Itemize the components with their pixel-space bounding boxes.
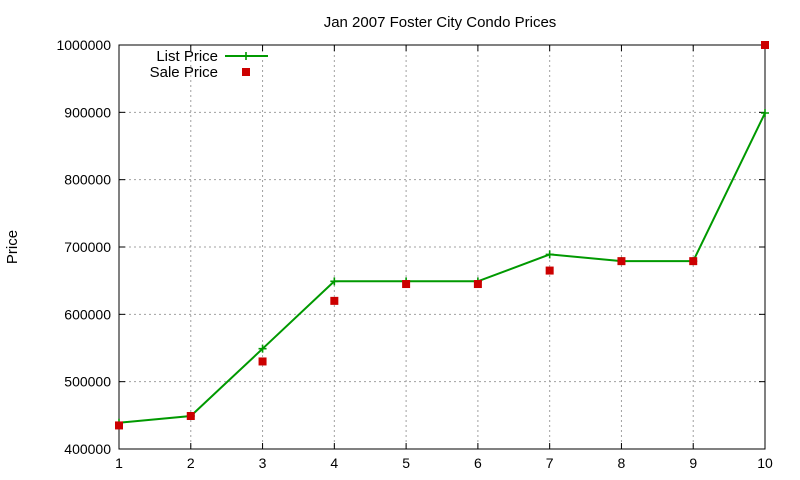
legend: List Price Sale Price xyxy=(150,48,268,81)
y-axis-label: Price xyxy=(4,230,21,264)
point-sale-price xyxy=(473,280,482,289)
legend-marker-sale-price xyxy=(242,68,250,76)
x-tick-label: 6 xyxy=(474,455,482,471)
x-tick-label: 4 xyxy=(330,455,338,471)
point-sale-price xyxy=(330,296,339,305)
x-tick-label: 5 xyxy=(402,455,410,471)
point-sale-price xyxy=(689,257,698,266)
x-tick-label: 8 xyxy=(618,455,626,471)
series-line-list-price xyxy=(118,112,766,424)
point-sale-price xyxy=(545,266,554,275)
y-tick-label: 700000 xyxy=(64,239,111,255)
series-group xyxy=(115,41,769,430)
point-list-price xyxy=(761,109,769,118)
point-sale-price xyxy=(617,257,626,266)
y-axis: 400000 500000 600000 700000 800000 900000 1000… xyxy=(56,37,765,457)
point-list-price xyxy=(330,277,339,286)
legend-marker-list-price xyxy=(242,52,250,60)
point-list-price xyxy=(258,344,267,353)
legend-label-sale-price: Sale Price xyxy=(150,64,218,81)
point-sale-price xyxy=(258,357,267,366)
x-tick-label: 10 xyxy=(757,455,773,471)
point-sale-price xyxy=(115,421,123,430)
x-tick-label: 1 xyxy=(115,455,123,471)
x-axis: 1 2 3 4 5 6 7 8 9 10 xyxy=(115,45,773,471)
chart-title: Jan 2007 Foster City Condo Prices xyxy=(324,14,557,31)
y-tick-label: 600000 xyxy=(64,306,111,322)
y-tick-label: 1000000 xyxy=(56,37,111,53)
y-tick-label: 500000 xyxy=(64,374,111,390)
point-list-price xyxy=(545,250,554,259)
legend-label-list-price: List Price xyxy=(156,48,218,65)
x-tick-label: 9 xyxy=(689,455,697,471)
y-tick-label: 400000 xyxy=(64,441,111,457)
point-sale-price xyxy=(761,41,769,49)
y-tick-label: 800000 xyxy=(64,172,111,188)
point-sale-price xyxy=(186,412,195,421)
grid xyxy=(119,45,765,449)
y-tick-label: 900000 xyxy=(64,104,111,120)
x-tick-label: 7 xyxy=(546,455,554,471)
point-sale-price xyxy=(402,280,411,289)
x-tick-label: 3 xyxy=(259,455,267,471)
x-tick-label: 2 xyxy=(187,455,195,471)
